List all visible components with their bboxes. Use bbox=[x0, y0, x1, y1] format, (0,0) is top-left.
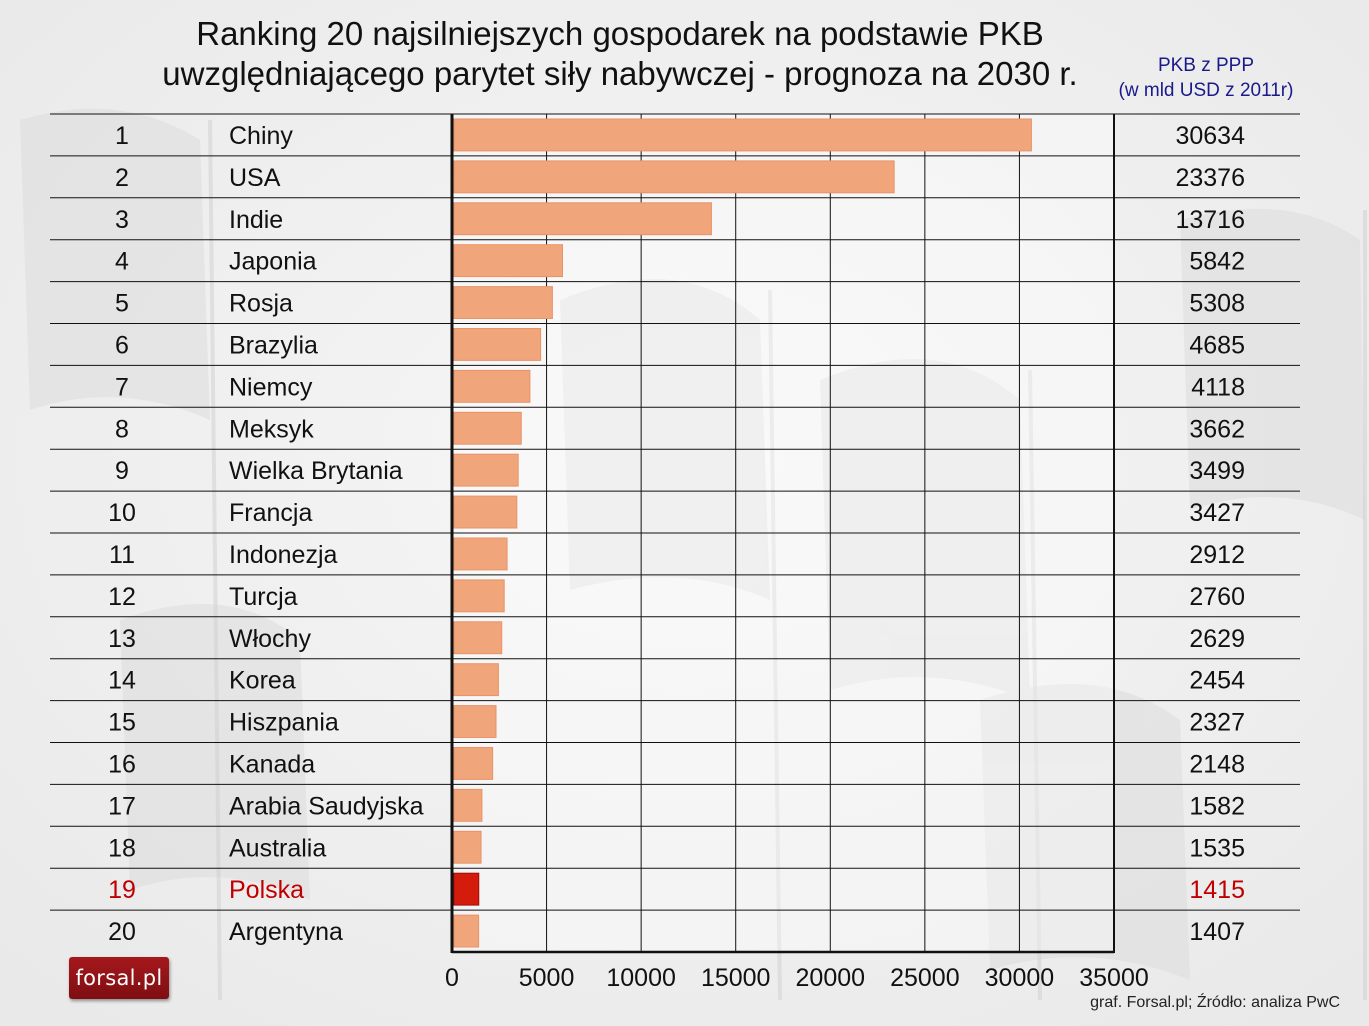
country-label: Włochy bbox=[229, 625, 311, 653]
value-label: 30634 bbox=[1175, 122, 1245, 150]
rank-label: 11 bbox=[109, 541, 135, 569]
country-label: Meksyk bbox=[229, 415, 314, 443]
source-note: graf. Forsal.pl; Źródło: analiza PwC bbox=[1090, 994, 1340, 1011]
value-label: 23376 bbox=[1175, 164, 1245, 192]
value-label: 2148 bbox=[1189, 750, 1245, 778]
country-label: Rosja bbox=[229, 290, 293, 318]
rank-label: 18 bbox=[108, 834, 136, 862]
unit-line-2: (w mld USD z 2011r) bbox=[1118, 80, 1294, 101]
rank-label: 4 bbox=[115, 248, 129, 276]
value-label: 5842 bbox=[1189, 248, 1245, 276]
x-tick-label: 30000 bbox=[985, 964, 1055, 992]
bar-japonia bbox=[453, 244, 563, 278]
country-label: Francja bbox=[229, 499, 312, 527]
rank-label: 12 bbox=[108, 583, 136, 611]
bar-rosja bbox=[453, 286, 553, 320]
value-label: 3427 bbox=[1189, 499, 1245, 527]
x-tick-label: 5000 bbox=[519, 964, 575, 992]
value-label: 1535 bbox=[1189, 834, 1245, 862]
country-label: Niemcy bbox=[229, 373, 313, 401]
country-label: Kanada bbox=[229, 750, 315, 778]
x-tick-label: 25000 bbox=[890, 964, 960, 992]
bar-francja bbox=[453, 495, 518, 529]
chart-title: Ranking 20 najsilniejszych gospodarek na… bbox=[140, 14, 1100, 94]
value-label: 5308 bbox=[1189, 290, 1245, 318]
value-label: 2327 bbox=[1189, 709, 1245, 737]
value-label: 2760 bbox=[1189, 583, 1245, 611]
x-tick-label: 20000 bbox=[796, 964, 866, 992]
unit-line-1: PKB z PPP bbox=[1157, 55, 1255, 76]
rank-label: 6 bbox=[115, 331, 129, 359]
bar-indie bbox=[453, 202, 712, 236]
rank-label: 20 bbox=[108, 918, 136, 946]
country-label: Korea bbox=[229, 667, 296, 695]
country-label: Wielka Brytania bbox=[229, 457, 403, 485]
country-label: Brazylia bbox=[229, 331, 318, 359]
bar-korea bbox=[453, 663, 499, 697]
value-label: 3662 bbox=[1189, 415, 1245, 443]
x-tick-label: 15000 bbox=[701, 964, 771, 992]
bar-turcja bbox=[453, 579, 505, 613]
country-label: Argentyna bbox=[229, 918, 343, 946]
country-label: Arabia Saudyjska bbox=[229, 792, 424, 820]
bar-australia bbox=[453, 830, 482, 864]
bar-arabia-saudyjska bbox=[453, 788, 483, 822]
value-label: 4118 bbox=[1191, 373, 1245, 401]
country-label: Polska bbox=[229, 876, 304, 904]
rank-label: 10 bbox=[108, 499, 136, 527]
rank-label: 19 bbox=[108, 876, 136, 904]
country-label: Japonia bbox=[229, 248, 317, 276]
bar-brazylia bbox=[453, 328, 542, 361]
rank-label: 3 bbox=[115, 206, 129, 234]
bar-wielka-brytania bbox=[453, 453, 519, 487]
title-line-2: uwzględniającego parytet siły nabywczej … bbox=[162, 55, 1078, 92]
value-column-header: PKB z PPP (w mld USD z 2011r) bbox=[1108, 53, 1304, 103]
bar-niemcy bbox=[453, 369, 531, 403]
bar-włochy bbox=[453, 621, 503, 655]
country-label: USA bbox=[229, 164, 281, 192]
rank-label: 15 bbox=[108, 709, 136, 737]
rank-label: 2 bbox=[115, 164, 129, 192]
country-label: Indonezja bbox=[229, 541, 338, 569]
bar-chiny bbox=[453, 118, 1032, 152]
value-label: 13716 bbox=[1175, 206, 1245, 234]
value-label: 2629 bbox=[1189, 625, 1245, 653]
bar-meksyk bbox=[453, 411, 522, 445]
country-label: Chiny bbox=[229, 122, 293, 150]
x-tick-label: 0 bbox=[445, 964, 459, 992]
rank-label: 5 bbox=[115, 290, 129, 318]
rank-label: 17 bbox=[108, 792, 136, 820]
rank-label: 7 bbox=[115, 373, 129, 401]
x-tick-label: 10000 bbox=[606, 964, 676, 992]
rank-label: 13 bbox=[108, 625, 136, 653]
value-label: 1407 bbox=[1189, 918, 1245, 946]
value-label: 1415 bbox=[1189, 876, 1245, 904]
country-label: Turcja bbox=[229, 583, 298, 611]
bar-indonezja bbox=[453, 537, 508, 571]
value-label: 2454 bbox=[1189, 667, 1245, 695]
bar-hiszpania bbox=[453, 705, 497, 738]
bar-usa bbox=[453, 160, 895, 194]
bar-polska bbox=[453, 872, 480, 906]
value-label: 3499 bbox=[1189, 457, 1245, 485]
value-label: 1582 bbox=[1189, 792, 1245, 820]
x-tick-label: 35000 bbox=[1079, 964, 1149, 992]
rank-label: 16 bbox=[108, 750, 136, 778]
bar-kanada bbox=[453, 747, 494, 780]
country-label: Hiszpania bbox=[229, 709, 339, 737]
forsal-logo: forsal.pl bbox=[69, 957, 169, 999]
value-label: 4685 bbox=[1189, 331, 1245, 359]
rank-label: 8 bbox=[115, 415, 129, 443]
title-line-1: Ranking 20 najsilniejszych gospodarek na… bbox=[196, 15, 1044, 52]
value-label: 2912 bbox=[1189, 541, 1245, 569]
rank-label: 1 bbox=[115, 122, 129, 150]
bar-argentyna bbox=[453, 914, 480, 948]
rank-label: 9 bbox=[115, 457, 129, 485]
rank-label: 14 bbox=[108, 667, 136, 695]
country-label: Australia bbox=[229, 834, 326, 862]
country-label: Indie bbox=[229, 206, 283, 234]
